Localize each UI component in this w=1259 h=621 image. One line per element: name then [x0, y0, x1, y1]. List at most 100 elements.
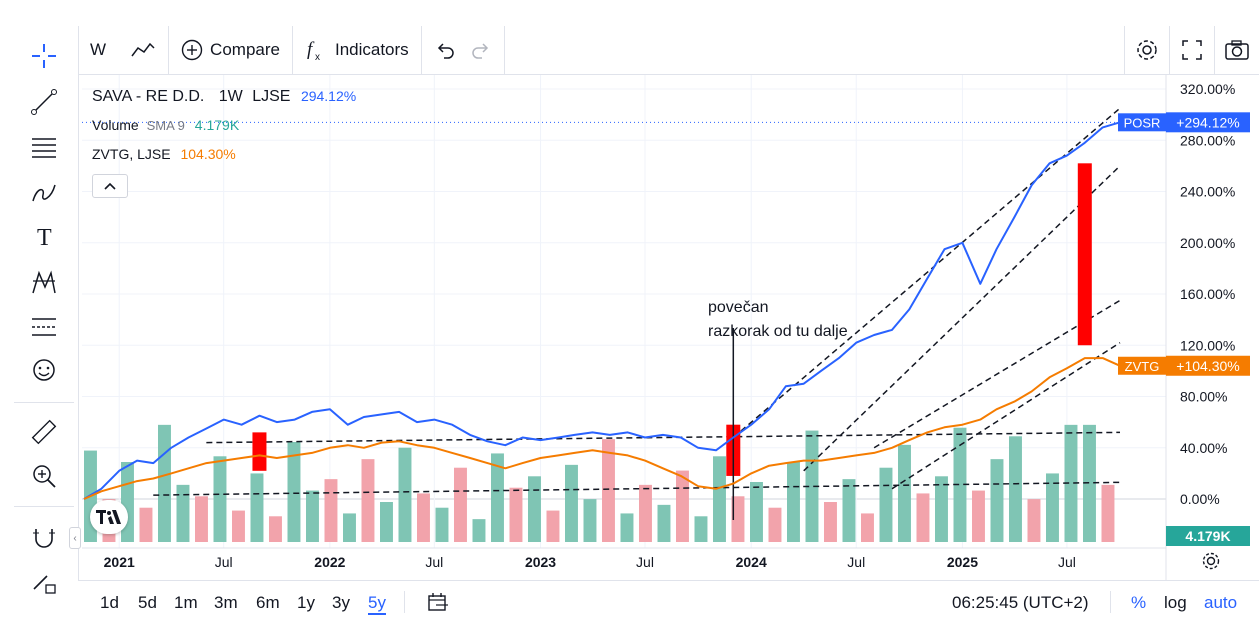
time-tick-label: Jul [636, 554, 654, 570]
camera-icon[interactable] [1214, 26, 1259, 74]
indicators-label: Indicators [334, 40, 409, 59]
annotation-line-1: povečan [708, 299, 769, 316]
volume-bar [750, 482, 763, 542]
undo-icon[interactable] [422, 26, 464, 74]
volume-bar [417, 493, 430, 542]
range-button-6m[interactable]: 6m [256, 593, 280, 612]
volume-bar [435, 507, 449, 542]
price-scale[interactable]: 320.00% 280.00% 240.00% 200.00% 160.00% 120.0… [1118, 75, 1250, 580]
trend-line-drawing[interactable] [206, 431, 1121, 444]
emoji-icon[interactable] [24, 352, 64, 388]
symbol-name[interactable]: SAVA - RE D.D. [92, 88, 205, 105]
volume-bar [176, 484, 190, 542]
time-tick-label: 2021 [104, 554, 135, 570]
rectangle-drawing[interactable] [252, 432, 267, 471]
trend-line-drawing[interactable] [891, 342, 1121, 490]
volume-bar [879, 467, 893, 542]
rectangle-drawing[interactable] [1077, 163, 1092, 346]
volume-bar [195, 496, 208, 542]
range-button-1d[interactable]: 1d [100, 593, 119, 612]
volume-bar [676, 470, 689, 542]
volume-bar [657, 504, 671, 542]
price-tick-label: 120.00% [1180, 337, 1235, 353]
fullscreen-icon[interactable] [1169, 26, 1214, 74]
volume-bar [565, 464, 578, 542]
price-tick-label: 200.00% [1180, 235, 1235, 251]
range-button-3m[interactable]: 3m [214, 593, 238, 612]
range-button-1y[interactable]: 1y [297, 593, 315, 612]
volume-bar [787, 462, 800, 542]
volume-bar [731, 496, 745, 542]
trend-line-drawing[interactable] [153, 481, 1121, 496]
range-button-5d[interactable]: 5d [138, 593, 157, 612]
volume-bar [472, 519, 486, 542]
range-button-5y[interactable]: 5y [368, 593, 386, 615]
ruler-icon[interactable] [24, 414, 64, 450]
log-scale-toggle[interactable]: log [1164, 593, 1187, 612]
time-tick-label: 2025 [947, 554, 978, 570]
interval-button[interactable]: W [90, 40, 107, 59]
trend-line-drawing[interactable] [803, 165, 1121, 472]
tradingview-logo[interactable] [90, 500, 128, 534]
clock-timezone[interactable]: 06:25:45 (UTC+2) [952, 593, 1089, 612]
prediction-icon[interactable] [24, 308, 64, 344]
date-range-calendar-icon[interactable] [426, 591, 450, 618]
trend-line-drawing[interactable] [732, 107, 1121, 439]
lock-drawing-icon[interactable] [24, 564, 64, 600]
volume-bar [398, 447, 412, 542]
magnet-icon[interactable] [24, 520, 64, 556]
range-button-3y[interactable]: 3y [332, 593, 350, 612]
settings-gear-icon[interactable] [1124, 26, 1169, 74]
zvtg-symbol-tag-bg [1118, 356, 1166, 375]
crosshair-icon[interactable] [24, 38, 64, 74]
range-button-1m[interactable]: 1m [174, 593, 198, 612]
timescale-settings-icon[interactable] [1202, 552, 1220, 570]
posr-series-line[interactable] [83, 121, 1121, 500]
trend-line-drawing[interactable] [873, 299, 1121, 449]
main-series-legend: SAVA - RE D.D. 1W LJSE 294.12% [92, 88, 356, 106]
chart-drawings [82, 107, 1166, 520]
chart-type-icon[interactable] [118, 26, 168, 74]
text-icon[interactable]: T [24, 218, 64, 254]
time-tick-label: Jul [1058, 554, 1076, 570]
volume-bar [1083, 424, 1096, 542]
time-scale[interactable]: 2021 Jul 2022 Jul 2023 Jul 2024 Jul 2025 Jul [82, 547, 1220, 570]
pattern-icon[interactable] [24, 264, 64, 300]
volume-value: 4.179K [194, 117, 240, 133]
price-tick-label: 80.00% [1180, 389, 1227, 405]
volume-bar [546, 510, 560, 542]
trend-line-icon[interactable] [24, 84, 64, 120]
volume-bar [324, 479, 338, 542]
volume-bar [972, 490, 985, 542]
collapse-legend-button[interactable] [92, 174, 128, 198]
brush-icon[interactable] [24, 174, 64, 210]
zvtg-series-line[interactable] [83, 357, 1121, 500]
compare-button[interactable]: Compare [169, 26, 292, 74]
toolbar-divider [168, 26, 170, 74]
volume-label[interactable]: Volume [92, 117, 139, 133]
gear-center [1206, 556, 1216, 566]
compare-symbol[interactable]: ZVTG, LJSE [92, 146, 171, 162]
volume-bar [602, 439, 615, 542]
toolbar-divider [291, 26, 293, 74]
redo-icon[interactable] [464, 26, 504, 74]
zoom-in-icon[interactable] [24, 458, 64, 494]
fib-retracement-icon[interactable] [24, 130, 64, 166]
volume-bar [454, 467, 467, 542]
volume-bar [916, 493, 930, 542]
toolbar-divider [404, 591, 405, 613]
volume-bar [306, 490, 319, 542]
toolbar-divider [14, 506, 74, 507]
volume-bar [768, 507, 782, 542]
svg-text:T: T [37, 225, 52, 251]
auto-scale-toggle[interactable]: auto [1204, 593, 1238, 612]
volume-bar [361, 459, 375, 542]
percent-scale-toggle[interactable]: % [1131, 593, 1147, 612]
price-tick-label: 320.00% [1180, 81, 1235, 97]
price-tick-label: 280.00% [1180, 132, 1235, 148]
collapse-toolbar-button[interactable]: ‹ [69, 527, 81, 549]
volume-bars [84, 424, 1115, 542]
